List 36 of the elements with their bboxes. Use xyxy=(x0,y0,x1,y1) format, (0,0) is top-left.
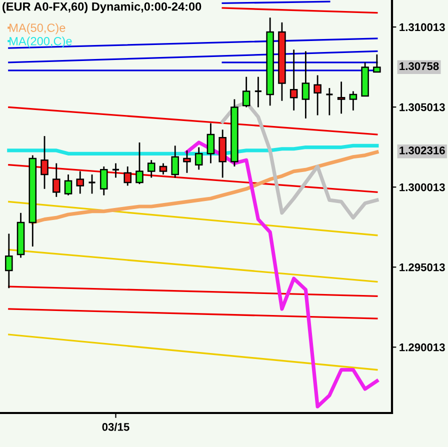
candlestick xyxy=(325,87,334,116)
y-tick-label: 1.310013 xyxy=(400,23,445,32)
chart-title: (EUR A0-FX,60) Dynamic,0:00-24:00 xyxy=(2,2,202,14)
candlestick xyxy=(124,166,132,186)
candlestick xyxy=(349,90,358,112)
candlestick xyxy=(76,170,84,194)
candlestick xyxy=(5,233,13,289)
y-tick-label: 1.295013 xyxy=(400,263,445,272)
candlestick xyxy=(183,150,191,174)
candlestick xyxy=(40,135,48,190)
candlestick xyxy=(194,146,203,170)
candlestick xyxy=(52,162,60,198)
y-tick-label: 1.290013 xyxy=(400,343,445,352)
y-tick-label: 1.30758 xyxy=(400,62,439,70)
candlestick xyxy=(159,162,168,176)
candlestick xyxy=(147,159,156,178)
candlestick xyxy=(337,80,346,114)
candlestick xyxy=(373,54,381,73)
candlestick xyxy=(242,76,250,108)
y-tick-label: 1.305013 xyxy=(400,103,445,112)
legend-label: MA(200,C)e xyxy=(10,36,72,48)
x-tick-label: 03/15 xyxy=(102,422,130,431)
candlestick xyxy=(302,50,310,120)
candlestick xyxy=(88,174,96,194)
line-series xyxy=(30,150,379,224)
y-tick-label: 1.300013 xyxy=(400,183,445,192)
line-series xyxy=(185,140,379,408)
candlestick xyxy=(290,48,298,112)
y-tick-label: 1.302316 xyxy=(400,146,445,154)
candlestick xyxy=(314,74,322,116)
candlestick xyxy=(100,166,108,196)
candlestick xyxy=(171,144,179,178)
legend-label: MA(50,C)e xyxy=(10,23,66,34)
candlestick xyxy=(136,142,144,185)
candlestick xyxy=(64,174,72,196)
candlestick xyxy=(206,122,215,164)
